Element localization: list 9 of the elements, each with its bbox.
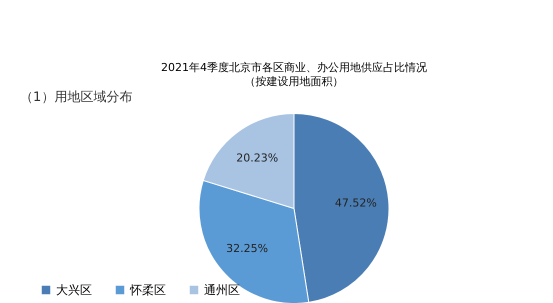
legend-label: 大兴区 bbox=[56, 283, 92, 297]
legend-label: 怀柔区 bbox=[129, 283, 166, 297]
legend-label: 通州区 bbox=[204, 283, 240, 297]
chart-subtitle: （按建设用地面积） bbox=[244, 75, 344, 88]
data-label: 32.25% bbox=[226, 242, 268, 256]
data-label: 47.52% bbox=[334, 196, 377, 210]
chart-title: 2021年4季度北京市各区商业、办公用地供应占比情况 bbox=[161, 61, 427, 74]
text: （1）用地区域分布 bbox=[20, 90, 132, 105]
data-label: 20.23% bbox=[236, 152, 278, 165]
